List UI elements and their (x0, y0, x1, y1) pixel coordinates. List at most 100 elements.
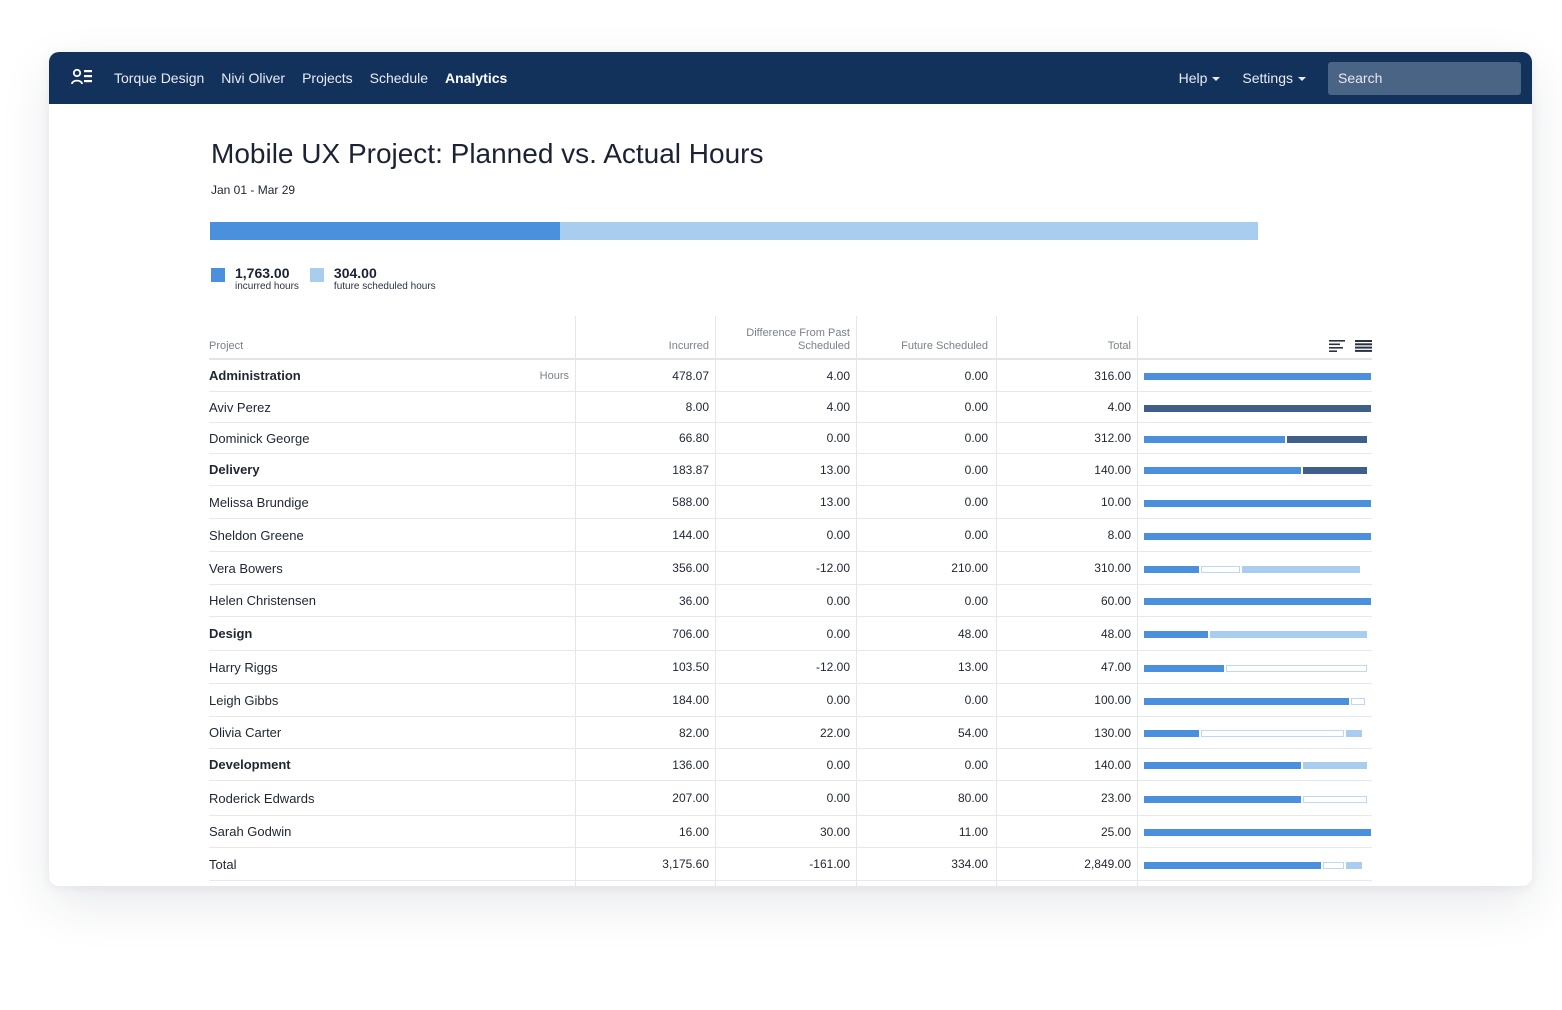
table-row[interactable]: Vera Bowers 356.00 -12.00 210.00 310.00 (209, 552, 1372, 585)
nav-link-schedule[interactable]: Schedule (369, 70, 429, 86)
bar-segment-light (1242, 566, 1360, 573)
bar-segment-light (1303, 762, 1367, 769)
incurred-cell: 82.00 (678, 725, 709, 740)
chevron-down-icon (1298, 76, 1306, 81)
table-row[interactable]: Total 3,175.60 -161.00 334.00 2,849.00 (209, 848, 1372, 881)
total-cell: 47.00 (1100, 660, 1131, 674)
table-row[interactable]: Development 136.00 0.00 0.00 140.00 (209, 749, 1372, 781)
view-toggle (1329, 340, 1372, 352)
column-divider (715, 316, 716, 886)
incurred-cell: 103.50 (672, 660, 709, 674)
bar-segment-outline (1201, 730, 1344, 737)
incurred-cell: 478.07 (672, 368, 709, 383)
person-name: Harry Riggs (209, 659, 278, 675)
nav-link-torque-design[interactable]: Torque Design (114, 70, 205, 86)
bar-segment-blue (1144, 829, 1371, 836)
bar-segment-blue (1144, 762, 1301, 769)
bar-segment-navy (1303, 467, 1367, 474)
table-row[interactable]: Roderick Edwards 207.00 0.00 80.00 23.00 (209, 781, 1372, 816)
table-row[interactable]: Helen Christensen 36.00 0.00 0.00 60.00 (209, 585, 1372, 617)
bar-view-icon[interactable] (1329, 340, 1345, 352)
hours-bar (1144, 862, 1371, 869)
table-row[interactable]: Aviv Perez 8.00 4.00 0.00 4.00 (209, 392, 1372, 423)
difference-cell: 30.00 (819, 824, 850, 839)
total-cell: 60.00 (1100, 593, 1131, 608)
future-cell: 0.00 (964, 757, 988, 772)
incurred-progress-fill (210, 222, 561, 240)
incurred-label: incurred hours (235, 281, 299, 292)
team-icon[interactable] (71, 68, 93, 88)
nav-link-nivi-oliver[interactable]: Nivi Oliver (221, 70, 286, 86)
difference-cell: 0.00 (826, 593, 850, 608)
table-row[interactable]: Olivia Carter 82.00 22.00 54.00 130.00 (209, 717, 1372, 749)
difference-cell: 4.00 (826, 400, 850, 414)
difference-cell: -12.00 (815, 561, 850, 575)
hours-unit-label: Hours (539, 369, 569, 382)
difference-cell: 0.00 (826, 693, 850, 707)
person-name: Aviv Perez (209, 399, 271, 415)
header-future[interactable]: Future Scheduled (901, 340, 988, 352)
total-cell: 130.00 (1094, 725, 1131, 740)
column-divider (996, 316, 997, 886)
bar-segment-blue (1144, 533, 1371, 540)
table-body: Administration Hours 478.07 4.00 0.00 316.00 A… (209, 360, 1372, 881)
nav-link-projects[interactable]: Projects (302, 70, 353, 86)
hours-bar (1144, 436, 1371, 443)
person-name: Leigh Gibbs (209, 692, 279, 708)
date-range: Jan 01 - Mar 29 (211, 183, 296, 197)
settings-menu[interactable]: Settings (1242, 70, 1306, 86)
column-divider (1137, 316, 1138, 886)
header-incurred[interactable]: Incurred (668, 340, 709, 352)
group-name: Administration (209, 368, 301, 383)
table-row[interactable]: Administration Hours 478.07 4.00 0.00 316.00 (209, 360, 1372, 392)
table-row[interactable]: Sarah Godwin 16.00 30.00 11.00 25.00 (209, 816, 1372, 848)
future-cell: 0.00 (964, 528, 988, 542)
table-row[interactable]: Design 706.00 0.00 48.00 48.00 (209, 617, 1372, 651)
person-name: Sarah Godwin (209, 824, 292, 839)
group-name: Design (209, 626, 253, 641)
table-row[interactable]: Harry Riggs 103.50 -12.00 13.00 47.00 (209, 651, 1372, 684)
total-cell: 2,849.00 (1084, 857, 1131, 871)
hours-progress-bar (210, 222, 1258, 240)
difference-cell: 4.00 (826, 368, 850, 383)
table-header: Project Incurred Difference From Past Sc… (209, 322, 1372, 360)
hours-bar (1144, 500, 1371, 507)
help-menu-label: Help (1178, 70, 1208, 86)
total-cell: 316.00 (1094, 368, 1131, 383)
bar-segment-outline (1351, 698, 1365, 705)
incurred-cell: 16.00 (678, 824, 709, 839)
table-row[interactable]: Dominick George 66.80 0.00 0.00 312.00 (209, 423, 1372, 454)
legend-future: 304.00 future scheduled hours (309, 265, 436, 293)
bar-segment-blue (1144, 730, 1199, 737)
person-name: Total (209, 856, 237, 872)
column-divider (575, 316, 576, 886)
table-row[interactable]: Leigh Gibbs 184.00 0.00 0.00 100.00 (209, 684, 1372, 717)
person-name: Roderick Edwards (209, 790, 315, 806)
nav-link-analytics[interactable]: Analytics (445, 70, 508, 86)
bar-segment-light (1210, 631, 1367, 638)
bar-segment-outline (1201, 566, 1240, 573)
difference-cell: 13.00 (819, 462, 850, 477)
incurred-cell: 136.00 (672, 757, 709, 772)
help-menu[interactable]: Help (1179, 70, 1221, 86)
future-cell: 210.00 (951, 561, 988, 575)
incurred-cell: 144.00 (672, 528, 709, 542)
hours-bar (1144, 373, 1371, 380)
hours-legend: 1,763.00 incurred hours 304.00 future sc… (211, 265, 447, 293)
difference-cell: 0.00 (826, 626, 850, 641)
table-row[interactable]: Delivery 183.87 13.00 0.00 140.00 (209, 454, 1372, 486)
search-input[interactable] (1328, 61, 1521, 95)
future-cell: 334.00 (951, 857, 988, 871)
header-total[interactable]: Total (1107, 340, 1131, 352)
list-view-icon[interactable] (1355, 340, 1372, 352)
bar-segment-navy (1144, 405, 1371, 412)
table-row[interactable]: Melissa Brundige 588.00 13.00 0.00 10.00 (209, 486, 1372, 519)
total-cell: 140.00 (1094, 757, 1131, 772)
future-label: future scheduled hours (333, 281, 436, 292)
incurred-swatch (211, 268, 225, 282)
future-cell: 13.00 (957, 660, 988, 674)
header-difference[interactable]: Difference From Past Scheduled (746, 327, 850, 352)
hours-bar (1144, 698, 1371, 705)
table-row[interactable]: Sheldon Greene 144.00 0.00 0.00 8.00 (209, 519, 1372, 552)
header-project[interactable]: Project (209, 340, 244, 352)
